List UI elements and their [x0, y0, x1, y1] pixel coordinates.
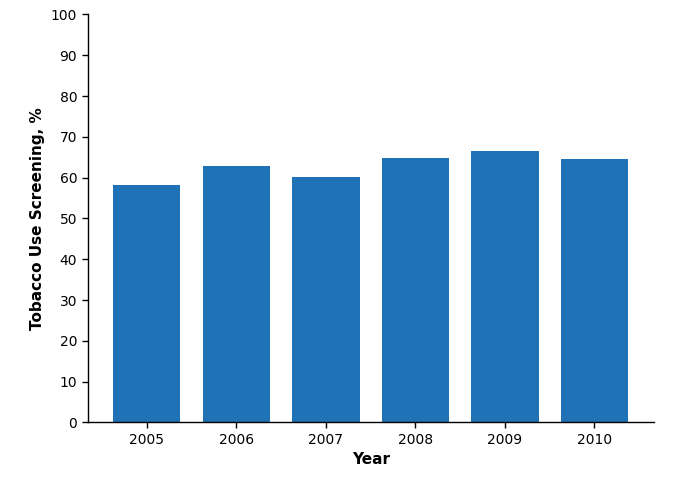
Bar — [293, 177, 359, 422]
Bar — [382, 157, 449, 422]
X-axis label: Year: Year — [352, 452, 390, 468]
Y-axis label: Tobacco Use Screening, %: Tobacco Use Screening, % — [30, 107, 45, 330]
Bar — [561, 159, 628, 422]
Bar — [471, 151, 539, 422]
Bar — [113, 185, 181, 422]
Bar — [203, 166, 270, 422]
